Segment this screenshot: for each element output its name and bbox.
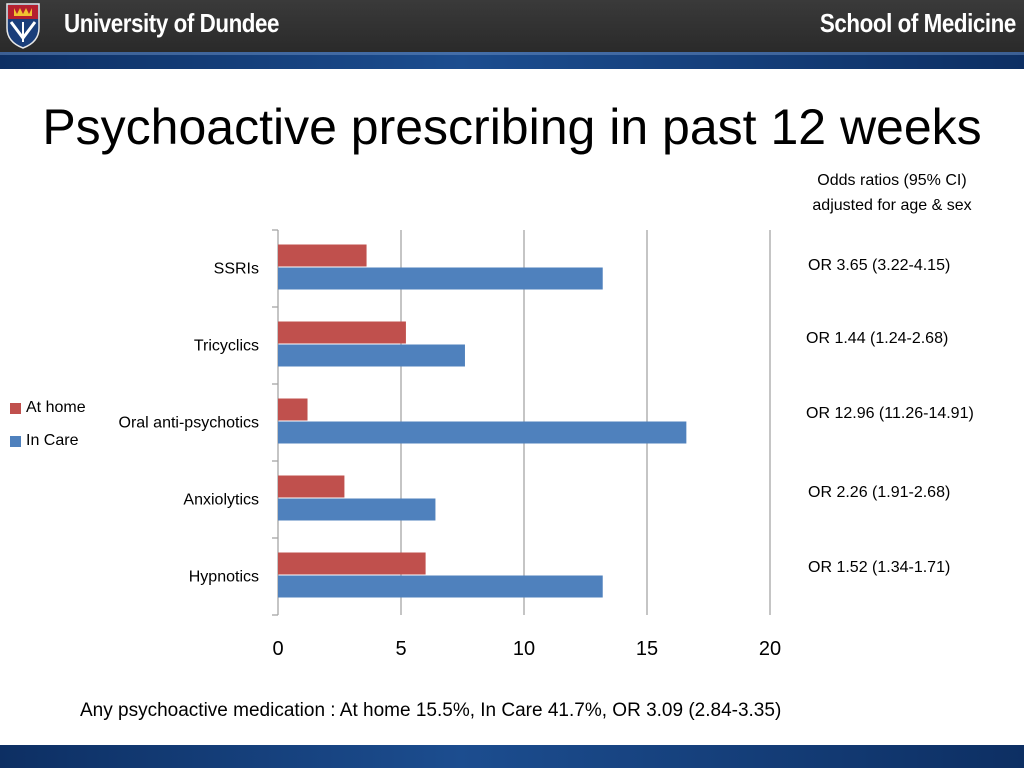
x-tick-label: 15 (636, 638, 658, 660)
bar-at-home (278, 475, 345, 498)
bar-in-care (278, 344, 465, 367)
legend-label-in-care: In Care (26, 432, 79, 449)
footer-bar (0, 745, 1024, 768)
chart-labels: 0 5 10 15 20 SSRIs Tricyclics Oral anti-psychot… (119, 261, 782, 661)
legend-swatch-at-home (10, 403, 21, 414)
category-label: SSRIs (214, 261, 259, 278)
university-name: University of Dundee (64, 8, 280, 38)
footnote: Any psychoactive medication : At home 15… (80, 700, 782, 721)
odds-ratio-oral-anti-psychotics: OR 12.96 (11.26-14.91) (806, 405, 974, 422)
bar-in-care (278, 267, 603, 290)
legend-label-at-home: At home (26, 399, 86, 416)
x-tick-label: 5 (395, 638, 406, 660)
odds-ratio-hypnotics: OR 1.52 (1.34-1.71) (808, 559, 951, 576)
bar-in-care (278, 421, 687, 444)
bar-at-home (278, 244, 367, 267)
odds-ratio-anxiolytics: OR 2.26 (1.91-2.68) (808, 484, 951, 501)
odds-ratio-heading-line2: adjusted for age & sex (812, 197, 972, 214)
chart-bars (278, 244, 687, 598)
category-label: Oral anti-psychotics (119, 415, 260, 432)
bar-in-care (278, 498, 436, 521)
university-crest-logo (6, 3, 40, 49)
page-title: Psychoactive prescribing in past 12 week… (42, 99, 982, 155)
category-label: Tricyclics (194, 338, 259, 355)
odds-ratio-ssris: OR 3.65 (3.22-4.15) (808, 257, 951, 274)
bar-at-home (278, 398, 308, 421)
category-label: Hypnotics (189, 569, 259, 586)
odds-ratio-heading: Odds ratios (95% CI) adjusted for age & … (772, 168, 1012, 218)
header-stripe (0, 52, 1024, 69)
bar-in-care (278, 575, 603, 598)
school-name: School of Medicine (819, 8, 1016, 38)
header-bar (0, 0, 1024, 52)
x-tick-label: 0 (272, 638, 283, 660)
odds-ratio-tricyclics: OR 1.44 (1.24-2.68) (806, 330, 949, 347)
bar-at-home (278, 552, 426, 575)
x-tick-label: 20 (759, 638, 781, 660)
x-tick-label: 10 (513, 638, 535, 660)
bar-at-home (278, 321, 406, 344)
category-label: Anxiolytics (183, 492, 259, 509)
legend-swatch-in-care (10, 436, 21, 447)
odds-ratio-heading-line1: Odds ratios (95% CI) (817, 172, 967, 189)
